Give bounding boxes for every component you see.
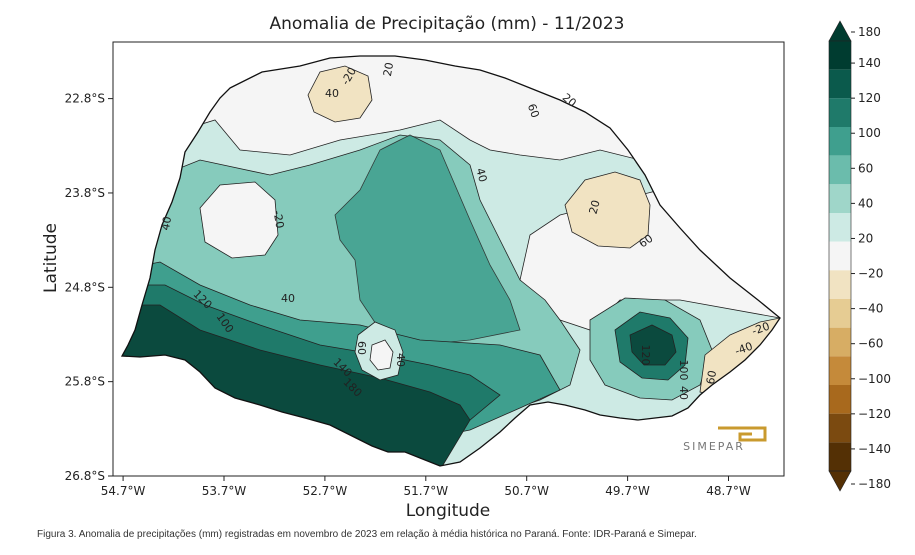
map-title: Anomalia de Precipitação (mm) - 11/2023 [270,14,625,34]
longitude-ticks: 54.7°W 53.7°W 52.7°W 51.7°W 50.7°W 49.7°W 48.7… [101,476,751,498]
anomaly-core-curitiba-inner [629,324,677,366]
contour-label: 40 [281,292,295,305]
lon-tick-label: 52.7°W [303,484,348,498]
lat-tick-label: 24.8°S [65,280,105,294]
colorbar-tick-label: 40 [858,196,873,210]
colorbar-segment [829,413,851,443]
lon-tick-label: 48.7°W [706,484,751,498]
simepar-logo-text: SIMEPAR [683,440,745,453]
lat-tick-label: 26.8°S [65,469,105,483]
contour-label: 40 [394,353,407,367]
y-axis-label: Latitude [41,223,61,293]
lon-tick-label: 54.7°W [101,484,146,498]
contour-label: 100 [677,360,690,381]
colorbar-segment [829,98,851,127]
colorbar-segment [829,385,851,414]
colorbar-outline [828,40,852,472]
colorbar-tick-label: −180 [858,477,891,491]
contour-label: -20 [270,209,286,229]
anomaly-pocket-west [199,181,279,259]
colorbar-segment [829,442,851,471]
colorbar-tick-label: −140 [858,442,891,456]
colorbar-tick-label: −40 [858,302,883,316]
colorbar-segment [829,299,851,328]
colorbar-segment [829,270,851,299]
colorbar-tick-label: −100 [858,372,891,386]
anomaly-pocket-south-inner [369,339,394,371]
contour-label: 40 [159,215,174,231]
contour-label: 40 [677,386,690,400]
simepar-logo: SIMEPAR [683,426,767,453]
colorbar: 180 140 120 100 60 40 20 −20 −40 −60 −100 −120 −140 −… [828,20,891,492]
contour-label: 20 [381,61,396,77]
contour-label: -20 [750,320,771,338]
colorbar-tick-label: −60 [858,337,883,351]
colorbar-segment [829,69,851,99]
lon-tick-label: 51.7°W [404,484,449,498]
lat-tick-label: 25.8°S [65,375,105,389]
colorbar-tick-label: −20 [858,267,883,281]
colorbar-segment [829,241,851,271]
contour-label: 40 [473,167,489,184]
contour-label: 60 [704,369,719,385]
colorbar-tick-label: 120 [858,91,881,105]
contour-label: 60 [525,102,542,120]
anomaly-region-60-80 [334,134,521,346]
contour-label: 60 [355,341,368,355]
colorbar-segment [829,155,851,185]
parana-state-outline [120,55,781,467]
x-axis-label: Longitude [406,501,491,521]
anomaly-negative-paranavai [307,65,373,123]
colorbar-tick-label: 100 [858,126,881,140]
colorbar-segment [829,356,851,385]
colorbar-segment [829,41,851,70]
figure-caption: Figura 3. Anomalia de precipitações (mm)… [37,529,697,540]
colorbar-tick-label: 20 [858,231,873,245]
colorbar-tick-label: 140 [858,56,881,70]
contour-label: 20 [587,199,603,216]
colorbar-segment [829,127,851,156]
colorbar-tick-label: 180 [858,25,881,39]
colorbar-segment [829,327,851,357]
contour-label: -40 [733,340,754,358]
colorbar-segment [829,184,851,213]
colorbar-segment [829,213,851,242]
colorbar-extend-bottom [828,470,852,492]
lat-tick-label: 22.8°S [65,92,105,106]
lon-tick-label: 53.7°W [202,484,247,498]
latitude-ticks: 22.8°S 23.8°S 24.8°S 25.8°S 26.8°S [65,92,113,483]
colorbar-extend-top [828,20,852,42]
lat-tick-label: 23.8°S [65,186,105,200]
lon-tick-label: 49.7°W [605,484,650,498]
lon-tick-label: 50.7°W [504,484,549,498]
colorbar-tick-label: 60 [858,161,873,175]
contour-label: 40 [325,87,339,100]
colorbar-tick-label: −120 [858,407,891,421]
contour-label: 120 [639,345,652,366]
anomaly-negative-east [564,171,651,249]
